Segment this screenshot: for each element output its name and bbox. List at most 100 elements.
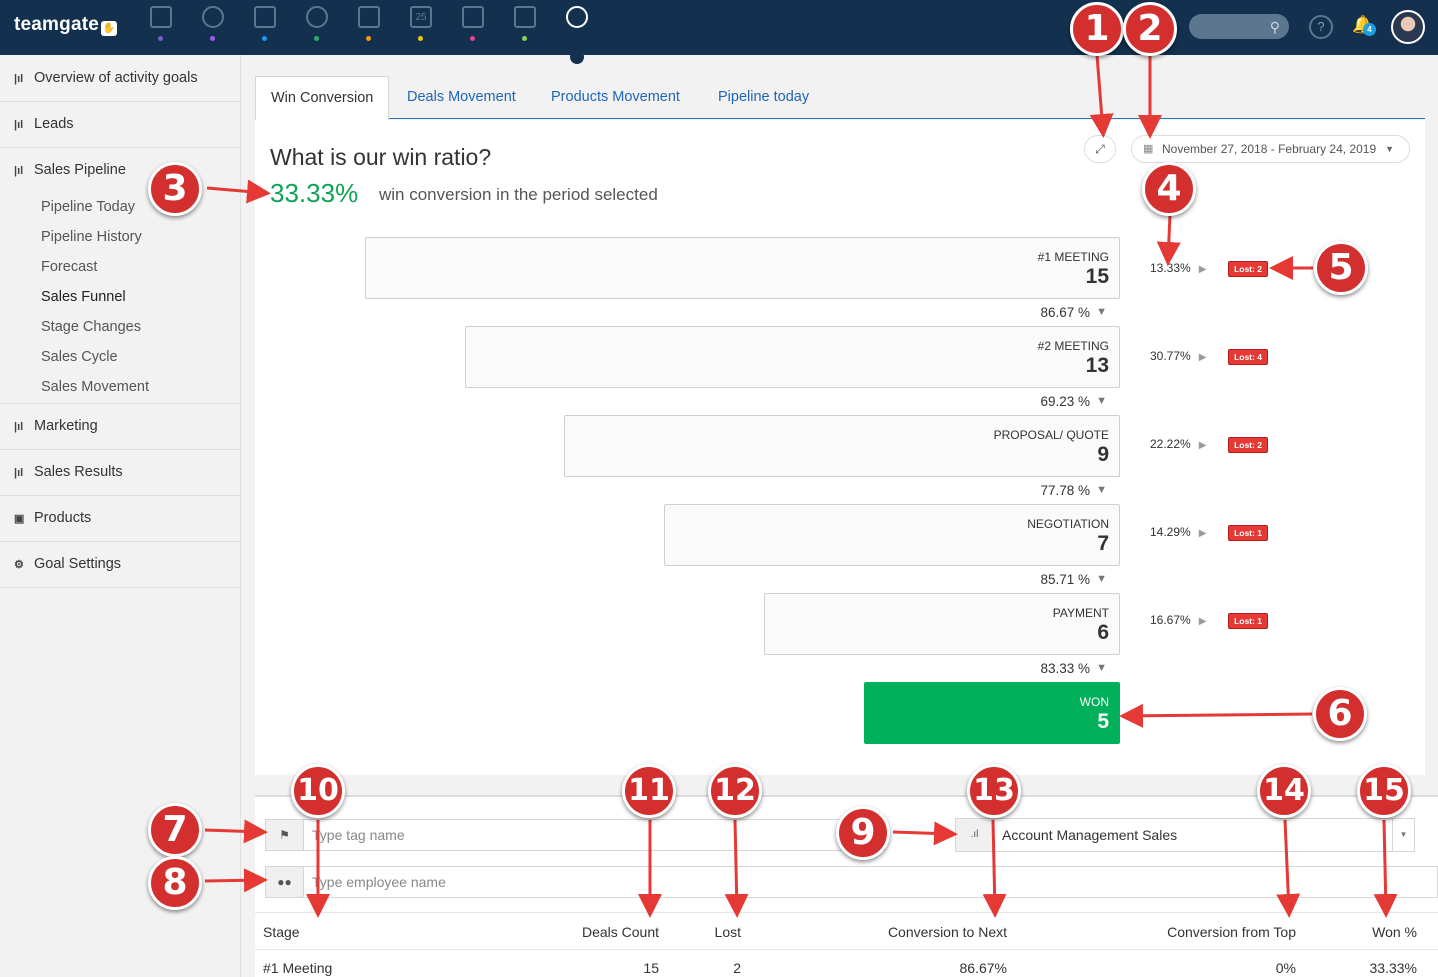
column-header[interactable]: Lost	[714, 924, 741, 940]
logo-hand-icon: ✋	[101, 21, 118, 36]
lost-badge[interactable]: Lost: 2	[1228, 261, 1268, 277]
triangle-down-icon: ▼	[1096, 306, 1107, 318]
triangle-down-icon: ▼	[1096, 395, 1107, 407]
tab-deals-movement[interactable]: Deals Movement	[407, 89, 516, 105]
funnel-stage-4[interactable]: NEGOTIATION 7	[664, 504, 1120, 566]
tab-pipeline-today[interactable]: Pipeline today	[718, 89, 810, 105]
nav-analytics[interactable]	[564, 6, 590, 42]
funnel-stage-1[interactable]: #1 MEETING 15	[365, 237, 1120, 299]
tab-win-conversion[interactable]: Win Conversion	[255, 76, 390, 120]
triangle-right-icon: ▶	[1198, 352, 1207, 363]
calendar-icon: 25	[410, 6, 432, 28]
analytics-icon	[566, 6, 588, 28]
sidebar-item-products[interactable]: ▣ Products	[14, 510, 92, 526]
triangle-right-icon: ▶	[1198, 528, 1207, 539]
callout-7: 7	[148, 803, 202, 857]
expand-icon: ⤢	[1095, 142, 1105, 156]
tag-filter[interactable]: ⚑ Type tag name	[265, 819, 885, 851]
notifications-button[interactable]: 🔔 4	[1352, 15, 1376, 36]
inbox-icon	[462, 6, 484, 28]
companies-icon	[254, 6, 276, 28]
date-range-picker[interactable]: ▦ November 27, 2018 - February 24, 2019 ▼	[1131, 135, 1410, 163]
gears-icon: ⚙	[14, 559, 24, 571]
lost-badge[interactable]: Lost: 1	[1228, 525, 1268, 541]
nav-people[interactable]	[304, 6, 330, 42]
column-header[interactable]: Deals Count	[581, 924, 659, 940]
stage-conversion: 77.78 % ▼	[1040, 483, 1107, 498]
sidebar-sub-sales-funnel[interactable]: Sales Funnel	[41, 289, 126, 305]
callout-3: 3	[148, 162, 202, 216]
lost-badge[interactable]: Lost: 1	[1228, 613, 1268, 629]
stage-lost-rate: 30.77% ▶	[1150, 349, 1207, 363]
triangle-right-icon: ▶	[1198, 440, 1207, 451]
nav-deals[interactable]	[356, 6, 382, 42]
sidebar-sub-stage-changes[interactable]: Stage Changes	[41, 319, 141, 335]
column-header[interactable]: Conversion to Next	[887, 924, 1007, 940]
funnel-stage-3[interactable]: PROPOSAL/ QUOTE 9	[564, 415, 1120, 477]
tab-products-movement[interactable]: Products Movement	[551, 89, 680, 105]
triangle-down-icon: ▼	[1096, 484, 1107, 496]
pipeline-select[interactable]: .ıl Account Management Sales ▼	[955, 818, 1415, 852]
sidebar-sub-sales-cycle[interactable]: Sales Cycle	[41, 349, 118, 365]
nav-files[interactable]	[512, 6, 538, 42]
report-tabs: Win Conversion Deals Movement Products M…	[255, 76, 1425, 120]
chart-icon: |ıl	[14, 119, 24, 131]
column-header[interactable]: Stage	[263, 924, 300, 940]
user-avatar[interactable]	[1391, 10, 1425, 44]
top-bar: teamgate ✋ 25 ⚲ ? 🔔 4	[0, 0, 1438, 64]
nav-calendar[interactable]: 25	[408, 6, 434, 42]
stage-conversion: 86.67 % ▼	[1040, 305, 1107, 320]
tags-icon: ⚑	[266, 820, 304, 850]
cell-stage: #1 Meeting	[263, 960, 333, 976]
nav-companies[interactable]	[252, 6, 278, 42]
app-logo[interactable]: teamgate ✋	[14, 14, 118, 36]
funnel-stage-won[interactable]: WON 5	[864, 682, 1120, 744]
sidebar-item-marketing[interactable]: |ıl Marketing	[14, 418, 98, 434]
sidebar-item-leads[interactable]: |ıl Leads	[14, 116, 74, 132]
sidebar-sub-sales-movement[interactable]: Sales Movement	[41, 379, 149, 395]
funnel-stage-2[interactable]: #2 MEETING 13	[465, 326, 1120, 388]
nav-goals[interactable]	[200, 6, 226, 42]
callout-2: 2	[1123, 2, 1177, 56]
nav-inbox[interactable]	[460, 6, 486, 42]
tag-filter-placeholder: Type tag name	[312, 827, 405, 843]
page-title: What is our win ratio?	[270, 144, 492, 170]
search-icon: ⚲	[1269, 19, 1280, 35]
sidebar-sub-forecast[interactable]: Forecast	[41, 259, 98, 275]
callout-15: 15	[1357, 764, 1411, 818]
search-input[interactable]: ⚲	[1189, 14, 1289, 39]
users-icon: ●●	[266, 867, 304, 897]
sidebar-item-goal-settings[interactable]: ⚙ Goal Settings	[14, 556, 122, 572]
nav-dashboard[interactable]	[148, 6, 174, 42]
expand-button[interactable]: ⤢	[1084, 135, 1116, 163]
stage-lost-rate: 14.29% ▶	[1150, 525, 1207, 539]
employee-filter[interactable]: ●● Type employee name	[265, 866, 1438, 898]
funnel-stage-5[interactable]: PAYMENT 6	[764, 593, 1120, 655]
sidebar-item-sales-pipeline[interactable]: |ıl Sales Pipeline	[14, 162, 126, 178]
column-header[interactable]: Conversion from Top	[1167, 924, 1296, 940]
table-header: Stage Deals Count Lost Conversion to Nex…	[255, 912, 1438, 950]
stage-lost-rate: 16.67% ▶	[1150, 613, 1207, 627]
sidebar-item-overview[interactable]: |ıl Overview of activity goals	[14, 70, 198, 86]
stage-conversion: 69.23 % ▼	[1040, 394, 1107, 409]
bag-icon: ▣	[14, 513, 25, 525]
callout-4: 4	[1142, 162, 1196, 216]
cell-conv-next: 86.67%	[959, 960, 1007, 976]
help-button[interactable]: ?	[1309, 15, 1333, 39]
table-row[interactable]: #1 Meeting 15 2 86.67% 0% 33.33%	[255, 950, 1438, 977]
cell-won: 33.33%	[1369, 960, 1417, 976]
sidebar-item-sales-results[interactable]: |ıl Sales Results	[14, 464, 123, 480]
triangle-right-icon: ▶	[1198, 616, 1207, 627]
deals-icon	[358, 6, 380, 28]
lost-badge[interactable]: Lost: 4	[1228, 349, 1268, 365]
chart-icon: |ıl	[14, 421, 24, 433]
employee-filter-placeholder: Type employee name	[312, 874, 446, 890]
sidebar-sub-pipeline-today[interactable]: Pipeline Today	[41, 199, 136, 215]
callout-6: 6	[1313, 687, 1367, 741]
callout-10: 10	[291, 764, 345, 818]
sidebar-sub-pipeline-history[interactable]: Pipeline History	[41, 229, 142, 245]
column-header[interactable]: Won %	[1372, 924, 1417, 940]
goals-icon	[202, 6, 224, 28]
callout-12: 12	[708, 764, 762, 818]
lost-badge[interactable]: Lost: 2	[1228, 437, 1268, 453]
